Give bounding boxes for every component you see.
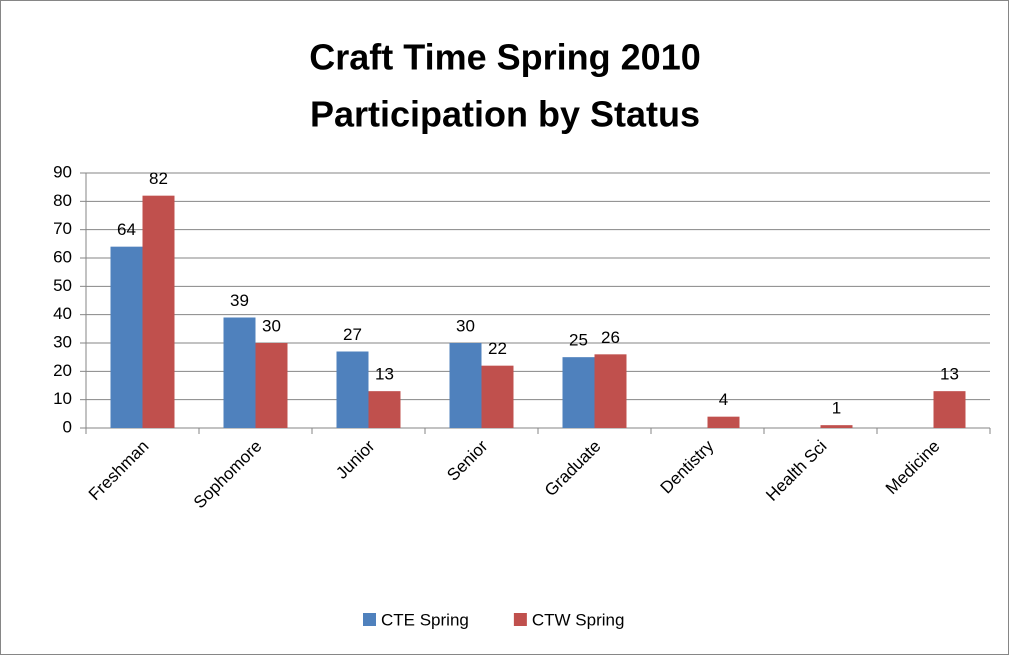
data-label: 25 xyxy=(569,331,588,350)
bar xyxy=(449,343,482,428)
chart-title: Participation by Status xyxy=(310,94,700,135)
y-tick-label: 90 xyxy=(53,162,72,181)
data-label: 30 xyxy=(262,316,281,335)
legend-label: CTE Spring xyxy=(381,610,469,629)
y-tick-label: 20 xyxy=(53,361,72,380)
data-label: 1 xyxy=(832,399,841,418)
data-label: 22 xyxy=(488,339,507,358)
data-label: 26 xyxy=(601,328,620,347)
y-tick-label: 40 xyxy=(53,304,72,323)
chart-title: Craft Time Spring 2010 xyxy=(309,37,700,78)
legend-swatch xyxy=(513,613,527,626)
y-tick-label: 80 xyxy=(53,191,72,210)
bar xyxy=(707,416,740,428)
bar xyxy=(820,425,853,428)
y-tick-label: 0 xyxy=(63,417,72,436)
data-label: 13 xyxy=(375,365,394,384)
data-label: 27 xyxy=(343,325,362,344)
bar xyxy=(368,391,401,428)
bar xyxy=(142,195,175,428)
y-tick-label: 50 xyxy=(53,276,72,295)
data-label: 30 xyxy=(456,316,475,335)
y-tick-label: 60 xyxy=(53,247,72,266)
y-tick-label: 30 xyxy=(53,332,72,351)
bar xyxy=(223,317,256,428)
y-tick-label: 70 xyxy=(53,219,72,238)
bar xyxy=(594,354,627,428)
bar xyxy=(933,391,966,428)
data-label: 64 xyxy=(117,220,136,239)
bar xyxy=(562,357,595,428)
legend-swatch xyxy=(363,613,376,626)
data-label: 39 xyxy=(230,291,249,310)
bar xyxy=(110,246,143,428)
bar xyxy=(255,343,288,428)
data-label: 82 xyxy=(149,169,168,188)
data-label: 13 xyxy=(940,365,959,384)
data-label: 4 xyxy=(719,390,728,409)
bar xyxy=(336,351,369,428)
bar xyxy=(481,365,514,428)
legend-label: CTW Spring xyxy=(532,610,625,629)
y-tick-label: 10 xyxy=(53,389,72,408)
